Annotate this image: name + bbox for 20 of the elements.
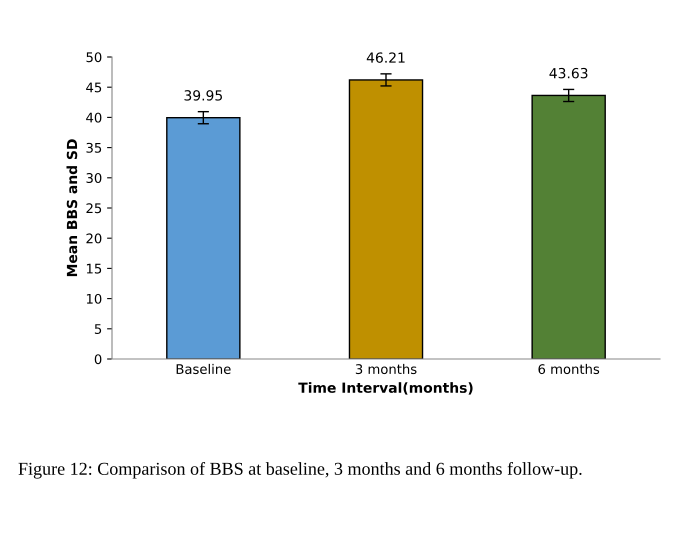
y-tick-label: 40 [86, 112, 102, 123]
data-label: 46.21 [366, 52, 405, 63]
data-label: 43.63 [549, 68, 588, 78]
y-tick-label: 45 [86, 82, 102, 92]
x-tick-label: 6 months [538, 364, 600, 374]
y-tick-label: 5 [94, 324, 102, 334]
x-axis-title: Time Interval(months) [298, 382, 473, 395]
y-axis-title: Mean BBS and SD [66, 139, 78, 276]
y-tick-label: 25 [86, 203, 102, 214]
y-tick-label: 30 [86, 173, 102, 183]
y-tick-label: 50 [86, 52, 102, 62]
y-tick-label: 10 [86, 294, 102, 304]
y-tick-label: 20 [86, 233, 102, 244]
y-tick-label: 15 [86, 264, 102, 274]
caption: Figure 12: Comparison of BBS at baseline, 3 months and 6 months follow-up. [18, 462, 582, 479]
data-label: 39.95 [184, 90, 222, 101]
y-tick-label: 0 [94, 354, 102, 364]
y-tick-label: 35 [86, 142, 102, 153]
x-tick-label: 3 months [356, 364, 416, 374]
x-tick-label: Baseline [176, 364, 231, 374]
